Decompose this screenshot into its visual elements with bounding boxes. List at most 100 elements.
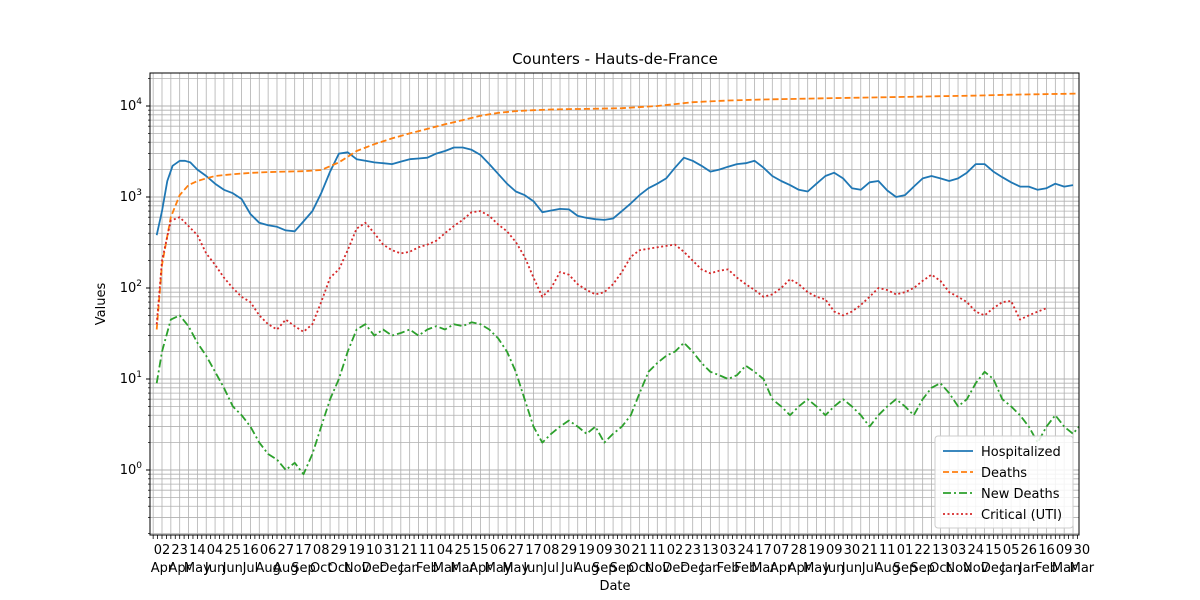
x-tick-label-day: 06: [490, 543, 507, 558]
x-tick-label-day: 26: [1021, 543, 1038, 558]
x-tick-label-month: Mar: [751, 561, 776, 576]
x-tick-label-day: 16: [242, 543, 259, 558]
x-tick-label-day: 19: [578, 543, 595, 558]
x-tick-label-month: Apr: [788, 561, 811, 576]
x-tick-label-month: Apr: [469, 561, 492, 576]
x-tick-label-day: 01: [897, 543, 914, 558]
x-tick-label-day: 16: [1038, 543, 1055, 558]
x-tick-label-month: May: [803, 561, 830, 576]
x-tick-label-month: Apr: [770, 561, 793, 576]
x-tick-label-day: 19: [348, 543, 365, 558]
x-tick-label-month: Mar: [433, 561, 458, 576]
x-tick-label-day: 09: [826, 543, 843, 558]
y-axis-ticks: 100 101 102 103 104: [120, 78, 150, 534]
x-tick-label-day: 30: [844, 543, 861, 558]
x-tick-label-month: Oct: [628, 561, 650, 576]
x-tick-label-month: Jan: [1018, 561, 1039, 576]
x-tick-label-month: Jul: [242, 561, 259, 576]
x-tick-label-month: Mar: [1070, 561, 1095, 576]
y-tick-label: 104: [120, 97, 143, 114]
x-tick-label-month: Feb: [1035, 561, 1058, 576]
x-tick-label-day: 13: [702, 543, 719, 558]
x-tick-label-month: Dec: [379, 561, 404, 576]
x-tick-label-day: 04: [207, 543, 224, 558]
x-tick-label-day: 08: [543, 543, 560, 558]
x-tick-label-day: 29: [561, 543, 578, 558]
x-tick-label-month: Jun: [222, 561, 243, 576]
x-tick-label-day: 08: [313, 543, 330, 558]
x-tick-label-day: 24: [737, 543, 754, 558]
legend: Hospitalized Deaths New Deaths Critical (UT…: [934, 435, 1074, 529]
x-tick-label-month: Jul: [542, 561, 559, 576]
x-tick-label-month: Dec: [362, 561, 387, 576]
x-tick-label-month: Nov: [344, 561, 370, 576]
x-tick-label-day: 17: [295, 543, 312, 558]
x-tick-label-month: Jun: [522, 561, 543, 576]
x-tick-label-month: May: [184, 561, 211, 576]
x-tick-label-month: Dec: [981, 561, 1006, 576]
x-tick-label-month: Jan: [1000, 561, 1021, 576]
x-tick-label-day: 21: [401, 543, 418, 558]
legend-label: Hospitalized: [981, 445, 1061, 460]
x-axis-ticks: 02Apr23Apr14May04Jun25Jun16Jul06Aug27Aug…: [151, 535, 1095, 576]
x-tick-label-day: 24: [967, 543, 984, 558]
x-tick-label-month: Sep: [893, 561, 918, 576]
x-tick-label-month: Aug: [574, 561, 599, 576]
x-tick-label-day: 27: [278, 543, 295, 558]
x-tick-label-day: 11: [649, 543, 666, 558]
legend-items: Hospitalized Deaths New Deaths Critical (UT…: [943, 445, 1062, 523]
x-tick-label-day: 30: [1074, 543, 1091, 558]
x-tick-label-day: 15: [985, 543, 1002, 558]
series-line-1: [155, 92, 1080, 330]
x-tick-label-day: 14: [189, 543, 206, 558]
series-line-3: [155, 210, 1047, 333]
x-tick-label-month: Oct: [929, 561, 951, 576]
x-tick-label-day: 03: [720, 543, 737, 558]
x-tick-label-month: Mar: [450, 561, 475, 576]
x-tick-label-month: Aug: [255, 561, 280, 576]
y-tick-label: 102: [120, 279, 142, 296]
x-tick-label-day: 28: [791, 543, 808, 558]
y-axis-label: Values: [94, 283, 109, 326]
x-tick-label-month: Nov: [945, 561, 971, 576]
x-tick-label-month: Jan: [399, 561, 420, 576]
x-tick-label-day: 27: [508, 543, 525, 558]
x-tick-label-month: May: [502, 561, 529, 576]
y-tick-label: 100: [120, 461, 143, 478]
x-tick-label-month: Jul: [560, 561, 577, 576]
legend-label: Critical (UTI): [981, 508, 1062, 523]
x-tick-label-month: Sep: [592, 561, 617, 576]
x-tick-label-day: 19: [808, 543, 825, 558]
x-tick-label-month: Jul: [861, 561, 878, 576]
x-tick-label-month: Apr: [151, 561, 174, 576]
x-tick-label-day: 06: [260, 543, 277, 558]
x-tick-label-day: 02: [154, 543, 171, 558]
x-tick-label-day: 25: [224, 543, 241, 558]
x-tick-label-day: 17: [755, 543, 772, 558]
x-tick-label-month: Nov: [645, 561, 671, 576]
x-tick-label-month: Aug: [273, 561, 298, 576]
x-tick-label-month: Jun: [841, 561, 862, 576]
legend-label: Deaths: [981, 466, 1027, 481]
x-tick-label-day: 04: [437, 543, 454, 558]
x-tick-label-day: 03: [950, 543, 967, 558]
x-tick-label-day: 02: [667, 543, 684, 558]
legend-label: New Deaths: [981, 487, 1060, 502]
x-tick-label-month: Sep: [910, 561, 935, 576]
y-tick-label: 103: [120, 188, 142, 205]
x-tick-label-day: 05: [1003, 543, 1020, 558]
x-tick-label-day: 23: [684, 543, 701, 558]
x-axis-label: Date: [599, 579, 630, 594]
x-tick-label-day: 15: [472, 543, 489, 558]
x-tick-label-month: Jun: [204, 561, 225, 576]
grid-major-lines: [150, 105, 1079, 471]
x-tick-label-day: 29: [331, 543, 348, 558]
x-tick-label-day: 17: [525, 543, 542, 558]
x-tick-label-day: 30: [614, 543, 631, 558]
plot-frame: [149, 72, 1080, 536]
x-tick-label-month: Jun: [823, 561, 844, 576]
x-tick-label-day: 09: [596, 543, 613, 558]
x-tick-label-day: 23: [171, 543, 188, 558]
x-tick-label-day: 25: [454, 543, 471, 558]
